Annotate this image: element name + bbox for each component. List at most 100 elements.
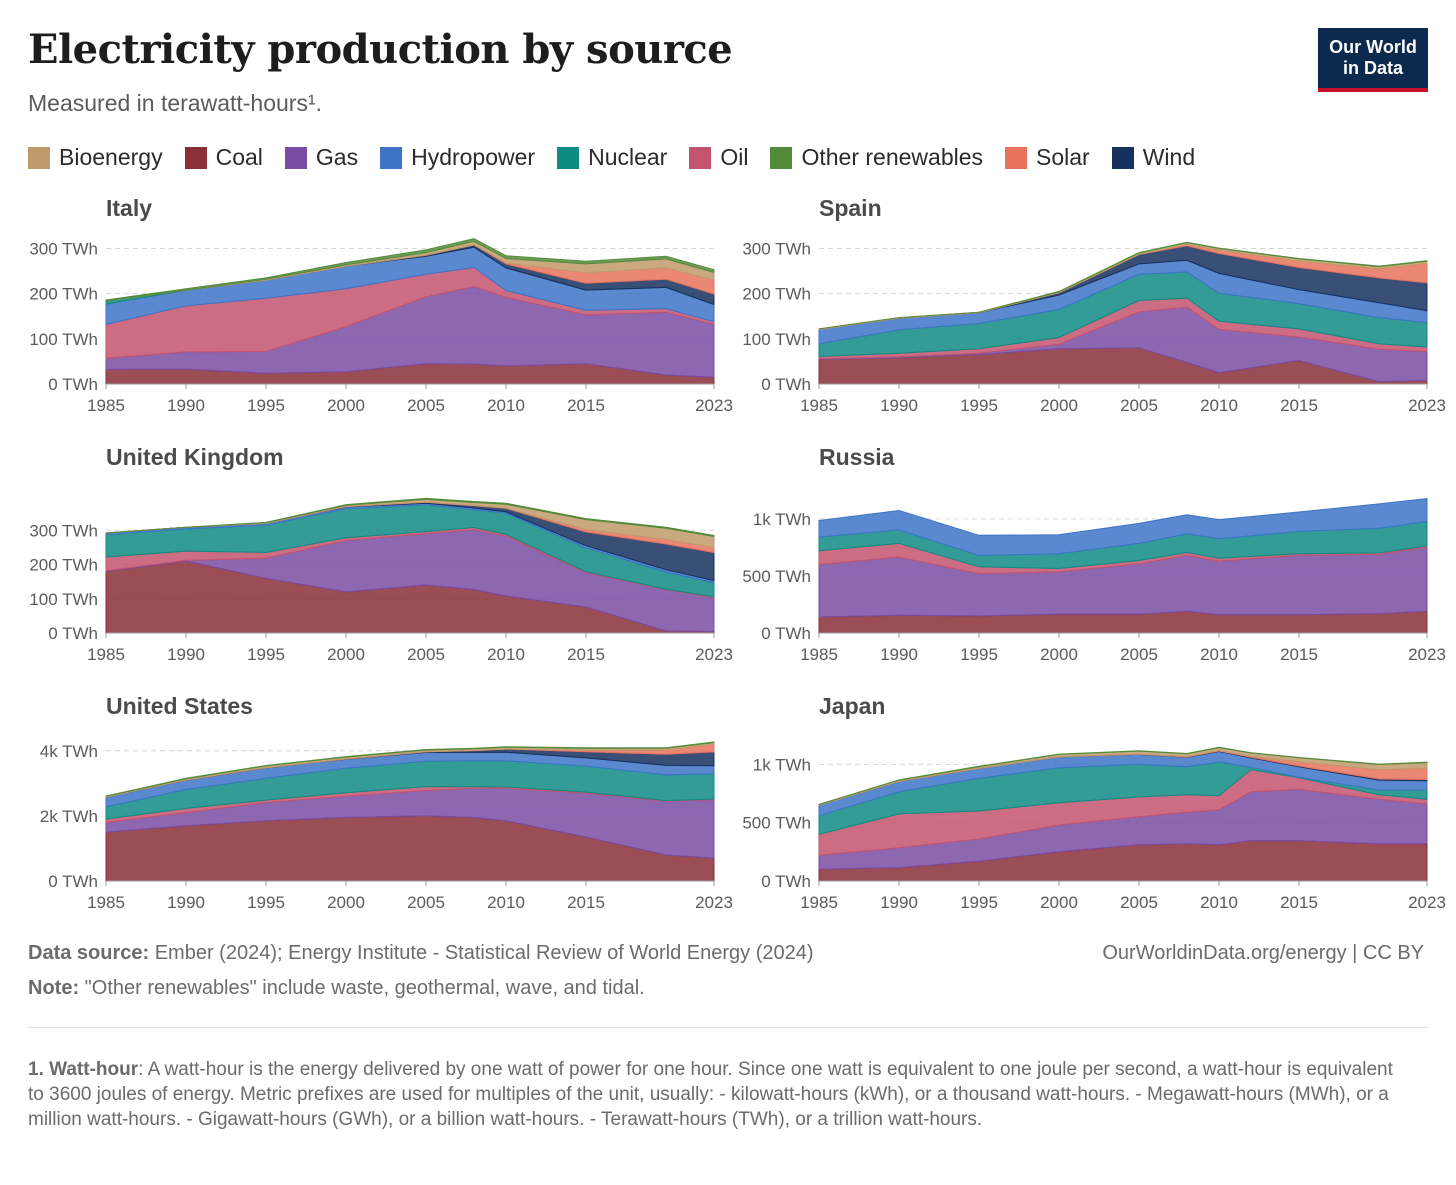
x-tick-label: 2000 xyxy=(1040,645,1078,664)
y-tick-label: 0 TWh xyxy=(48,872,98,891)
data-source-text: Ember (2024); Energy Institute - Statist… xyxy=(149,942,814,964)
area-other-renewables[interactable] xyxy=(818,241,1428,330)
y-tick-label: 0 TWh xyxy=(761,872,811,891)
legend-swatch xyxy=(28,146,50,169)
y-tick-label: 0 TWh xyxy=(761,624,811,643)
legend-swatch xyxy=(1111,146,1134,169)
x-tick-label: 2010 xyxy=(1200,645,1238,664)
y-tick-label: 300 TWh xyxy=(742,240,811,259)
y-tick-label: 200 TWh xyxy=(742,285,811,304)
legend-swatch xyxy=(284,146,307,169)
area-other-renewables[interactable] xyxy=(818,746,1428,806)
x-tick-label: 1985 xyxy=(800,396,838,415)
legend-item-bioenergy[interactable]: Bioenergy xyxy=(28,144,163,171)
legend-swatch xyxy=(1005,146,1028,169)
x-tick-label: 2015 xyxy=(567,893,605,912)
x-tick-label: 1995 xyxy=(247,645,285,664)
chart-panel-japan: Japan 0 TWh 500 TWh 1k TWh 1985 1990 1995 2000 2… xyxy=(742,693,1446,912)
x-tick-label: 1995 xyxy=(247,396,285,415)
x-tick-label: 1985 xyxy=(87,645,125,664)
y-tick-label: 2k TWh xyxy=(40,807,98,826)
chart-subtitle: Measured in terawatt-hours¹. xyxy=(28,90,323,116)
x-tick-label: 1995 xyxy=(960,893,998,912)
legend-label: Nuclear xyxy=(588,144,668,170)
chart-title: Electricity production by source xyxy=(28,26,733,73)
y-tick-label: 100 TWh xyxy=(29,330,98,349)
x-tick-label: 2015 xyxy=(567,396,605,415)
x-tick-label: 2010 xyxy=(1200,893,1238,912)
legend-label: Wind xyxy=(1142,144,1196,170)
x-tick-label: 2010 xyxy=(487,396,525,415)
x-tick-label: 2000 xyxy=(1040,396,1078,415)
area-other-renewables[interactable] xyxy=(105,238,715,302)
legend-label: Bioenergy xyxy=(59,144,163,170)
legend-label: Coal xyxy=(215,144,263,170)
legend-label: Other renewables xyxy=(801,144,984,170)
legend-item-solar[interactable]: Solar xyxy=(1005,144,1090,171)
legend-item-gas[interactable]: Gas xyxy=(284,144,358,171)
x-tick-label: 2005 xyxy=(407,645,445,664)
x-tick-label: 2015 xyxy=(567,645,605,664)
owid-logo[interactable]: Our World in Data xyxy=(1318,28,1428,92)
x-tick-label: 1990 xyxy=(167,396,205,415)
x-tick-label: 2010 xyxy=(487,645,525,664)
legend-item-wind[interactable]: Wind xyxy=(1111,144,1196,171)
x-tick-label: 1995 xyxy=(960,645,998,664)
y-tick-label: 200 TWh xyxy=(29,285,98,304)
area-other-renewables[interactable] xyxy=(105,497,715,537)
y-tick-label: 200 TWh xyxy=(29,556,98,575)
logo-line-1: Our World xyxy=(1329,37,1417,57)
panel-title: Russia xyxy=(819,444,895,470)
x-tick-label: 1995 xyxy=(960,396,998,415)
legend-swatch xyxy=(184,146,207,169)
x-tick-label: 2005 xyxy=(407,893,445,912)
panel-title: Japan xyxy=(819,693,885,719)
x-tick-label: 2023 xyxy=(695,645,733,664)
legend: Bioenergy Coal Gas Hydropower Nuclear Oil Othe… xyxy=(28,144,1217,171)
x-tick-label: 2015 xyxy=(1280,645,1318,664)
legend-item-other-renewables[interactable]: Other renewables xyxy=(770,144,983,171)
y-tick-label: 1k TWh xyxy=(753,510,811,529)
x-tick-label: 2023 xyxy=(1408,645,1446,664)
x-tick-label: 2005 xyxy=(1120,893,1158,912)
x-tick-label: 2015 xyxy=(1280,396,1318,415)
x-tick-label: 2023 xyxy=(1408,893,1446,912)
area-hydropower[interactable] xyxy=(818,498,1428,556)
legend-swatch xyxy=(557,146,580,169)
y-tick-label: 1k TWh xyxy=(753,755,811,774)
x-tick-label: 1995 xyxy=(247,893,285,912)
area-other-renewables[interactable] xyxy=(105,741,715,797)
legend-item-oil[interactable]: Oil xyxy=(689,144,748,171)
legend-item-hydropower[interactable]: Hydropower xyxy=(380,144,535,171)
y-tick-label: 100 TWh xyxy=(29,590,98,609)
x-tick-label: 1990 xyxy=(880,396,918,415)
chart-panel-spain: Spain 0 TWh 100 TWh 200 TWh 300 TWh 1985 1990 1… xyxy=(742,195,1446,415)
legend-swatch xyxy=(770,146,793,169)
legend-item-nuclear[interactable]: Nuclear xyxy=(557,144,667,171)
x-tick-label: 1985 xyxy=(87,893,125,912)
x-tick-label: 1985 xyxy=(87,396,125,415)
y-tick-label: 4k TWh xyxy=(40,742,98,761)
source-url-link[interactable]: OurWorldinData.org/energy | CC BY xyxy=(1102,942,1424,964)
x-tick-label: 2000 xyxy=(1040,893,1078,912)
panel-title: United States xyxy=(106,693,253,719)
x-tick-label: 2015 xyxy=(1280,893,1318,912)
legend-item-coal[interactable]: Coal xyxy=(184,144,263,171)
note-text: "Other renewables" include waste, geothe… xyxy=(79,977,645,999)
y-tick-label: 300 TWh xyxy=(29,240,98,259)
x-tick-label: 1990 xyxy=(167,645,205,664)
data-source: Data source: Ember (2024); Energy Instit… xyxy=(28,942,814,965)
legend-label: Hydropower xyxy=(411,144,536,170)
footnote-label: 1. Watt-hour xyxy=(28,1059,139,1080)
small-multiples-charts: Italy 0 TWh 100 TWh 200 TWh 300 TWh 1985 1990 1… xyxy=(29,195,1446,912)
chart-panel-italy: Italy 0 TWh 100 TWh 200 TWh 300 TWh 1985 1990 1… xyxy=(29,195,733,415)
x-tick-label: 2000 xyxy=(327,396,365,415)
data-source-label: Data source: xyxy=(28,942,150,964)
y-tick-label: 500 TWh xyxy=(742,567,811,586)
chart-note: Note: "Other renewables" include waste, … xyxy=(28,977,645,1000)
y-tick-label: 0 TWh xyxy=(48,624,98,643)
x-tick-label: 2000 xyxy=(327,645,365,664)
x-tick-label: 1990 xyxy=(167,893,205,912)
x-tick-label: 2005 xyxy=(1120,645,1158,664)
logo-line-2: in Data xyxy=(1342,58,1403,78)
